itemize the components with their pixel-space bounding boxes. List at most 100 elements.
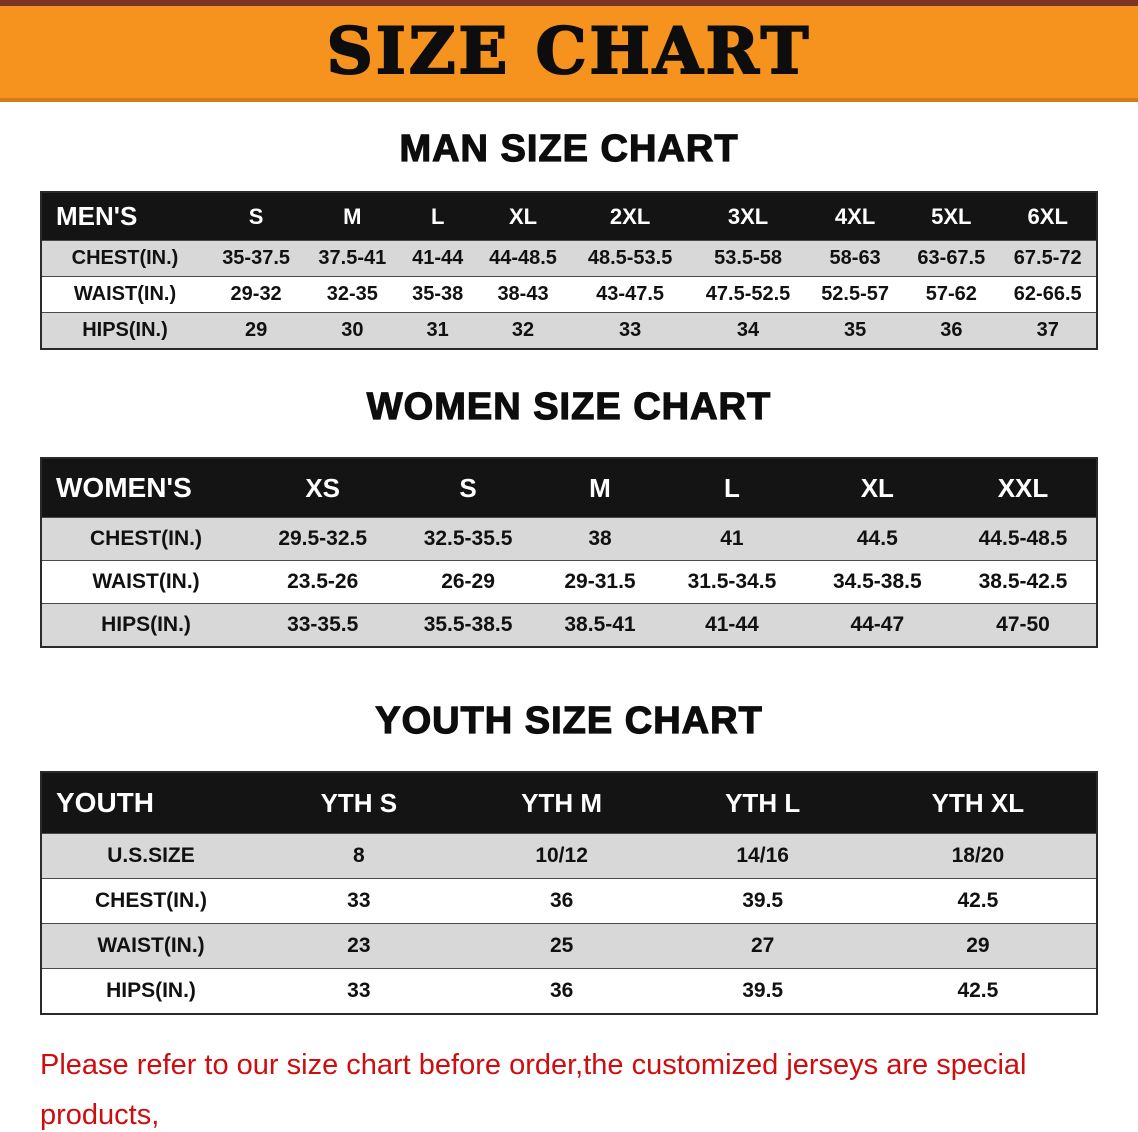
size-column-header: L (659, 458, 805, 518)
row-label: HIPS(IN.) (41, 603, 250, 647)
size-column-header: XL (474, 192, 572, 241)
size-value: 23.5-26 (250, 560, 396, 604)
size-value: 42.5 (859, 968, 1097, 1014)
size-value: 36 (457, 968, 666, 1014)
women-size-table: WOMEN'S XS S M L XL XXL CHEST(IN.) 29.5-32.5 32.5… (40, 457, 1098, 648)
table-title-cell: MEN'S (41, 192, 208, 241)
size-value: 27 (665, 923, 860, 969)
size-column-header: M (304, 192, 401, 241)
size-value: 39.5 (665, 968, 860, 1014)
table-header-row: MEN'S S M L XL 2XL 3XL 4XL 5XL 6XL (41, 192, 1097, 241)
table-row: HIPS(IN.) 33 36 39.5 42.5 (41, 968, 1097, 1014)
size-charts: MAN SIZE CHART MEN'S S M L XL 2XL 3XL 4XL 5XL 6XL… (0, 127, 1138, 1015)
size-value: 58-63 (807, 240, 904, 277)
size-value: 23 (260, 923, 458, 969)
size-value: 57-62 (903, 276, 1000, 313)
size-value: 36 (457, 878, 666, 924)
size-value: 44-48.5 (474, 240, 572, 277)
size-value: 35.5-38.5 (395, 603, 541, 647)
size-value: 29.5-32.5 (250, 517, 396, 561)
size-column-header: XXL (950, 458, 1097, 518)
size-column-header: S (395, 458, 541, 518)
size-value: 33 (571, 312, 690, 349)
size-value: 38.5-41 (540, 603, 660, 647)
size-value: 26-29 (395, 560, 541, 604)
size-value: 31 (400, 312, 475, 349)
size-value: 38 (540, 517, 660, 561)
size-column-header: YTH L (665, 772, 860, 834)
row-label: WAIST(IN.) (41, 560, 250, 604)
disclaimer-line-1: Please refer to our size chart before or… (40, 1049, 1027, 1131)
size-value: 33-35.5 (250, 603, 396, 647)
row-label: U.S.SIZE (41, 833, 260, 879)
youth-section-heading: YOUTH SIZE CHART (375, 699, 763, 742)
size-value: 35-38 (400, 276, 475, 313)
size-column-header: S (208, 192, 305, 241)
men-section: MAN SIZE CHART MEN'S S M L XL 2XL 3XL 4XL 5XL 6XL… (0, 127, 1138, 350)
row-label: CHEST(IN.) (41, 878, 260, 924)
size-value: 29 (859, 923, 1097, 969)
size-value: 36 (903, 312, 1000, 349)
size-column-header: 3XL (689, 192, 807, 241)
size-value: 38.5-42.5 (950, 560, 1097, 604)
table-row: WAIST(IN.) 23.5-26 26-29 29-31.5 31.5-34.5 34… (41, 560, 1097, 604)
size-value: 37 (999, 312, 1097, 349)
size-column-header: 5XL (903, 192, 1000, 241)
size-value: 37.5-41 (304, 240, 401, 277)
table-row: CHEST(IN.) 29.5-32.5 32.5-35.5 38 41 44.5 44.5… (41, 517, 1097, 561)
size-value: 32.5-35.5 (395, 517, 541, 561)
size-value: 29-32 (208, 276, 305, 313)
size-column-header: YTH M (457, 772, 666, 834)
size-value: 63-67.5 (903, 240, 1000, 277)
youth-section: YOUTH SIZE CHART YOUTH YTH S YTH M YTH L YTH… (0, 699, 1138, 1015)
size-column-header: XS (250, 458, 396, 518)
page-title: SIZE CHART (326, 14, 812, 89)
size-value: 44.5-48.5 (950, 517, 1097, 561)
row-label: CHEST(IN.) (41, 240, 208, 277)
size-value: 67.5-72 (999, 240, 1097, 277)
size-value: 42.5 (859, 878, 1097, 924)
banner: SIZE CHART (0, 0, 1138, 102)
size-value: 14/16 (665, 833, 860, 879)
table-row: CHEST(IN.) 35-37.5 37.5-41 41-44 44-48.5 48.5… (41, 240, 1097, 277)
size-column-header: 2XL (571, 192, 690, 241)
size-value: 44-47 (804, 603, 950, 647)
row-label: WAIST(IN.) (41, 923, 260, 969)
size-column-header: YTH S (260, 772, 458, 834)
table-header-row: YOUTH YTH S YTH M YTH L YTH XL (41, 772, 1097, 834)
size-value: 10/12 (457, 833, 666, 879)
size-value: 25 (457, 923, 666, 969)
size-column-header: YTH XL (859, 772, 1097, 834)
disclaimer: Please refer to our size chart before or… (40, 1041, 1098, 1132)
size-value: 41-44 (400, 240, 475, 277)
women-section: WOMEN SIZE CHART WOMEN'S XS S M L XL XXL CHEST(… (0, 385, 1138, 648)
row-label: WAIST(IN.) (41, 276, 208, 313)
size-value: 32 (474, 312, 572, 349)
size-value: 34 (689, 312, 807, 349)
men-size-table: MEN'S S M L XL 2XL 3XL 4XL 5XL 6XL CHEST(IN.) 35-37… (40, 191, 1098, 350)
table-row: WAIST(IN.) 23 25 27 29 (41, 923, 1097, 969)
size-value: 41 (659, 517, 805, 561)
size-value: 52.5-57 (807, 276, 904, 313)
size-value: 47-50 (950, 603, 1097, 647)
size-value: 35-37.5 (208, 240, 305, 277)
table-row: HIPS(IN.) 29 30 31 32 33 34 35 36 37 (41, 312, 1097, 349)
size-value: 34.5-38.5 (804, 560, 950, 604)
table-row: WAIST(IN.) 29-32 32-35 35-38 38-43 43-47.5 47.… (41, 276, 1097, 313)
size-column-header: 6XL (999, 192, 1097, 241)
size-value: 33 (260, 878, 458, 924)
table-header-row: WOMEN'S XS S M L XL XXL (41, 458, 1097, 518)
table-row: U.S.SIZE 8 10/12 14/16 18/20 (41, 833, 1097, 879)
row-label: HIPS(IN.) (41, 968, 260, 1014)
size-value: 48.5-53.5 (571, 240, 690, 277)
size-value: 47.5-52.5 (689, 276, 807, 313)
row-label: HIPS(IN.) (41, 312, 208, 349)
table-title-cell: WOMEN'S (41, 458, 250, 518)
size-column-header: L (400, 192, 475, 241)
row-label: CHEST(IN.) (41, 517, 250, 561)
size-value: 29 (208, 312, 305, 349)
youth-size-table: YOUTH YTH S YTH M YTH L YTH XL U.S.SIZE 8 10/12… (40, 771, 1098, 1015)
size-value: 44.5 (804, 517, 950, 561)
size-column-header: 4XL (807, 192, 904, 241)
